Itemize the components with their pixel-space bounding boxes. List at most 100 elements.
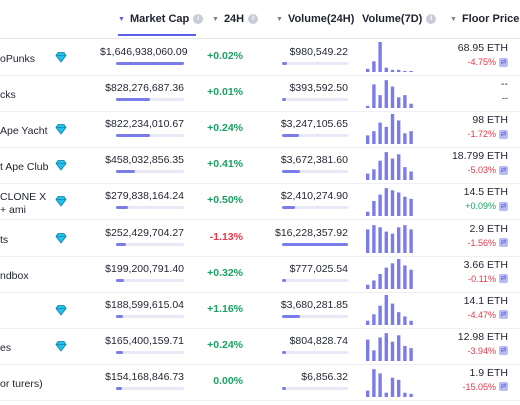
collection-name[interactable]: t Ape Club — [0, 161, 49, 174]
sparkline-bar — [409, 320, 413, 325]
floor-price-value: 12.98 ETH — [457, 330, 508, 343]
floor-change-value: -- — [502, 93, 508, 104]
volume-7d-sparkline — [366, 369, 413, 397]
sparkline-bar — [409, 199, 413, 217]
market-cap-value: $458,032,856.35 — [105, 154, 184, 167]
eth-icon: ⇄ — [499, 165, 508, 175]
volume-24h-bar-fill — [282, 206, 295, 210]
table-row[interactable]: Ape Yacht $822,234,010.67 +0.24% $3,247,… — [0, 111, 520, 149]
sparkline-bar — [372, 84, 376, 109]
sparkline-bar — [372, 280, 376, 289]
volume-24h-bar-fill — [282, 350, 286, 354]
market-cap-value: $1,646,938,060.09 — [100, 46, 188, 58]
table-row[interactable]: t Ape Club $458,032,856.35 +0.41% $3,672… — [0, 147, 520, 185]
eth-icon: ⇄ — [499, 129, 508, 139]
info-icon[interactable]: i — [193, 14, 204, 24]
sparkline-bar — [390, 114, 395, 145]
floor-price-value: 14.1 ETH — [463, 294, 508, 307]
info-icon[interactable]: i — [248, 14, 259, 24]
sparkline-bar — [397, 379, 401, 397]
table-row[interactable]: cks $828,276,687.36 +0.01% $393,592.50 -… — [0, 75, 520, 113]
volume-24h-value: $777,025.54 — [289, 262, 348, 275]
collection-name[interactable] — [0, 292, 50, 333]
collection-name[interactable]: ndbox — [0, 269, 29, 282]
floor-price-value: 68.95 ETH — [457, 42, 508, 54]
volume-24h-bar-fill — [282, 98, 286, 102]
info-icon[interactable]: i — [426, 14, 437, 24]
market-cap-bar — [116, 98, 184, 102]
volume-24h-value: $3,672,381.60 — [280, 154, 348, 167]
market-cap-header[interactable]: ▼ Market Cap i — [118, 0, 204, 38]
floor-change-value: -5.03% — [467, 165, 496, 176]
sparkline-bar — [403, 224, 407, 253]
sparkline-bar — [372, 313, 376, 325]
sort-icon: ▼ — [212, 15, 219, 23]
floor-price-value: 98 ETH — [472, 114, 508, 127]
sparkline-bar — [403, 392, 407, 397]
volume-24h-value: $6,856.32 — [301, 370, 348, 383]
verified-diamond-icon — [55, 304, 67, 316]
floor-price-value: 14.5 ETH — [463, 186, 508, 199]
sparkline-bar — [409, 70, 413, 72]
collection-name[interactable]: or turers) — [0, 377, 43, 390]
table-row[interactable]: $188,599,615.04 +1.16% $3,680,281.85 14.… — [0, 292, 520, 329]
volume-24h-value: $393,592.50 — [289, 82, 348, 95]
market-cap-bar — [116, 62, 184, 65]
table-row[interactable]: or turers) $154,168,846.73 0.00% $6,856.… — [0, 364, 520, 401]
market-cap-bar — [116, 314, 184, 318]
volume-24h-value: $804,828.74 — [289, 334, 348, 347]
verified-diamond-icon — [55, 232, 67, 244]
collection-name[interactable]: Ape Yacht — [0, 125, 48, 138]
market-cap-bar-fill — [116, 314, 124, 318]
sparkline-bar — [372, 169, 376, 181]
market-cap-value: $154,168,846.73 — [105, 370, 184, 383]
change-24h-value: +0.24% — [207, 122, 243, 135]
collection-name[interactable]: CLONE X + ami — [0, 190, 47, 216]
sparkline-bar — [378, 226, 382, 253]
collection-name[interactable]: es — [0, 341, 12, 354]
sparkline-bar — [409, 131, 413, 145]
volume-24h-bar-fill — [282, 170, 301, 174]
change-24h-value: +0.41% — [207, 158, 243, 171]
floor-price-label: Floor Price — [461, 13, 520, 25]
collection-name[interactable]: oPunks — [0, 53, 36, 65]
market-cap-bar — [116, 134, 184, 138]
volume-24h-value: $980,549.22 — [289, 46, 348, 58]
verified-diamond-icon — [55, 124, 67, 135]
change-24h-value: +0.01% — [207, 86, 243, 99]
sparkline-bar — [409, 347, 413, 361]
table-row[interactable]: CLONE X + ami $279,838,164.24 +0.50% $2,… — [0, 183, 520, 221]
volume-7d-sparkline — [366, 152, 413, 181]
collection-name[interactable]: cks — [0, 89, 16, 102]
sparkline-bar — [366, 339, 370, 361]
floor-change: -3.94% ⇄ — [430, 346, 508, 356]
table-row[interactable]: ndbox $199,200,791.40 +0.32% $777,025.54… — [0, 256, 520, 293]
floor-change-value: -3.94% — [467, 345, 496, 356]
market-cap-value: $252,429,704.27 — [105, 226, 184, 239]
market-cap-value: $279,838,164.24 — [105, 190, 184, 203]
sparkline-bar — [403, 70, 407, 72]
floor-change: +0.09% ⇄ — [430, 201, 508, 211]
table-row[interactable]: es $165,400,159.71 +0.24% $804,828.74 12… — [0, 328, 520, 365]
sparkline-bar — [397, 226, 401, 253]
floor-change-value: -1.56% — [467, 237, 496, 248]
sparkline-bar — [384, 188, 388, 217]
sparkline-bar — [397, 258, 401, 289]
volume-24h-bar — [282, 314, 348, 318]
change-24h-value: 0.00% — [213, 374, 243, 387]
volume-24h-header[interactable]: ▼ Volume(24H) — [276, 0, 354, 38]
table-row[interactable]: oPunks $1,646,938,060.09 +0.02% $980,549… — [0, 39, 520, 77]
sparkline-bar — [403, 95, 407, 109]
change-24h-header[interactable]: ▼ 24H i — [212, 0, 259, 38]
volume-24h-bar-fill — [282, 242, 348, 246]
sparkline-bar — [403, 345, 407, 361]
table-row[interactable]: ts $252,429,704.27 -1.13% $16,228,357.92… — [0, 220, 520, 257]
floor-price-value: 1.9 ETH — [469, 366, 508, 379]
sparkline-bar — [384, 294, 388, 325]
sparkline-bar — [384, 67, 388, 72]
market-cap-bar-fill — [116, 62, 184, 65]
floor-price-header[interactable]: ▼ Floor Price — [450, 0, 519, 38]
collection-name[interactable]: ts — [0, 233, 9, 246]
volume-7d-header[interactable]: Volume(7D) i — [362, 0, 437, 38]
verified-diamond-icon — [55, 340, 67, 352]
